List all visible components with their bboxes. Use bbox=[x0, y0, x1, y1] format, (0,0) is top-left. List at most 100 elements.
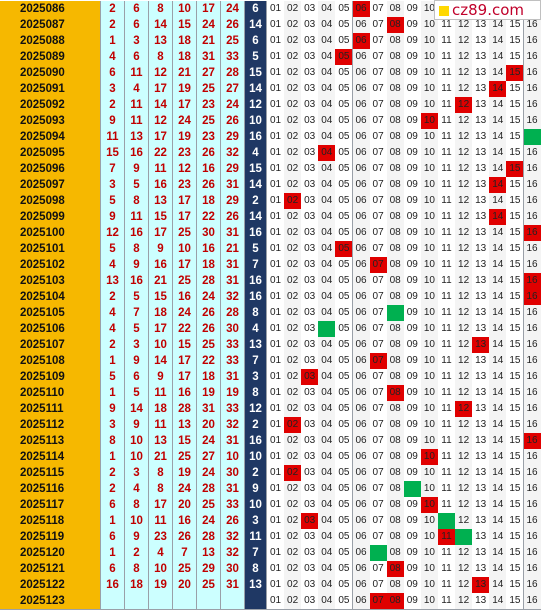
site-logo-text: cz89.com bbox=[452, 1, 524, 19]
blue-distribution-cell: 09 bbox=[404, 465, 422, 482]
blue-distribution-cell: 01 bbox=[267, 289, 285, 306]
issue-number: 2025108 bbox=[0, 353, 101, 370]
blue-distribution-cell: 02 bbox=[284, 385, 302, 402]
blue-distribution-cell: 03 bbox=[301, 481, 319, 498]
blue-distribution-cell: 01 bbox=[267, 577, 285, 594]
red-ball-number: 7 bbox=[101, 161, 125, 178]
blue-distribution-cell: 03 bbox=[301, 337, 319, 354]
issue-number: 2025091 bbox=[0, 81, 101, 98]
blue-distribution-cell: 08 bbox=[387, 81, 405, 98]
blue-distribution-cell: 10 bbox=[421, 353, 439, 370]
blue-distribution-cell: 08 bbox=[387, 209, 405, 226]
blue-distribution-cell: 11 bbox=[438, 97, 456, 114]
blue-distribution-cell: 04 bbox=[318, 561, 336, 578]
blue-distribution-cell: 10 bbox=[421, 225, 439, 242]
blue-distribution-cell: 10 bbox=[421, 65, 439, 82]
red-ball-number: 10 bbox=[149, 561, 173, 578]
issue-number: 2025114 bbox=[0, 449, 101, 466]
blue-distribution-cell: 15 bbox=[506, 369, 524, 386]
blue-ball-number: 14 bbox=[245, 177, 267, 194]
blue-distribution-cell: 07 bbox=[370, 257, 388, 274]
red-ball-number: 6 bbox=[125, 1, 149, 18]
blue-distribution-cell: 02 bbox=[284, 177, 302, 194]
blue-distribution-cell: 13 bbox=[472, 65, 490, 82]
red-ball-number: 1 bbox=[101, 353, 125, 370]
blue-distribution-cell: 14 bbox=[489, 497, 507, 514]
red-ball-number: 31 bbox=[197, 401, 221, 418]
blue-distribution-cell: 11 bbox=[438, 353, 456, 370]
red-ball-number: 1 bbox=[101, 513, 125, 530]
blue-distribution-cell: 15 bbox=[506, 513, 524, 530]
blue-distribution-cell: 03 bbox=[301, 209, 319, 226]
blue-distribution-cell: 06 bbox=[353, 113, 371, 130]
red-ball-number: 16 bbox=[149, 177, 173, 194]
red-ball-number: 2 bbox=[101, 1, 125, 18]
blue-distribution-cell: 13 bbox=[472, 257, 490, 274]
red-ball-number: 7 bbox=[125, 305, 149, 322]
blue-distribution-cell: 13 bbox=[472, 433, 490, 450]
red-ball-number: 18 bbox=[149, 305, 173, 322]
blue-distribution-cell: 05 bbox=[335, 385, 353, 402]
blue-distribution-cell: 09 bbox=[404, 337, 422, 354]
red-ball-number: 3 bbox=[101, 81, 125, 98]
red-ball-number: 8 bbox=[101, 433, 125, 450]
blue-distribution-cell: 11 bbox=[438, 465, 456, 482]
blue-distribution-cell: 01 bbox=[267, 145, 285, 162]
blue-distribution-cell: 13 bbox=[472, 161, 490, 178]
blue-distribution-cell: 10 bbox=[421, 465, 439, 482]
blue-distribution-cell: 09 bbox=[404, 49, 422, 66]
blue-distribution-cell: 16 bbox=[524, 465, 541, 482]
blue-distribution-cell: 01 bbox=[267, 497, 285, 514]
blue-distribution-cell: 06 bbox=[353, 401, 371, 418]
blue-distribution-cell: 02 bbox=[284, 17, 302, 34]
blue-distribution-cell: 05 bbox=[335, 17, 353, 34]
blue-distribution-cell: 02 bbox=[284, 129, 302, 146]
red-ball-number: 10 bbox=[173, 1, 197, 18]
blue-distribution-cell: 09 bbox=[404, 449, 422, 466]
blue-distribution-cell: 05 bbox=[335, 129, 353, 146]
red-ball-number: 13 bbox=[149, 193, 173, 210]
blue-distribution-cell: 01 bbox=[267, 81, 285, 98]
blue-distribution-cell: 10 bbox=[421, 513, 439, 530]
blue-distribution-cell: 04 bbox=[318, 129, 336, 146]
blue-distribution-cell: 15 bbox=[506, 545, 524, 562]
red-ball-number: 8 bbox=[125, 497, 149, 514]
red-ball-number: 27 bbox=[221, 81, 245, 98]
blue-distribution-cell: 09 bbox=[404, 529, 422, 546]
blue-distribution-cell: 03 bbox=[301, 305, 319, 322]
red-ball-number: 17 bbox=[197, 1, 221, 18]
red-ball-number: 8 bbox=[149, 1, 173, 18]
red-ball-number: 10 bbox=[221, 449, 245, 466]
site-logo[interactable]: cz89.com bbox=[434, 0, 541, 20]
blue-distribution-cell: 09 bbox=[404, 1, 422, 18]
blue-distribution-cell: 13 bbox=[472, 465, 490, 482]
issue-number: 2025111 bbox=[0, 401, 101, 418]
blue-ball-number: 14 bbox=[245, 209, 267, 226]
red-ball-number: 6 bbox=[101, 65, 125, 82]
blue-distribution-cell: 03 bbox=[301, 49, 319, 66]
blue-distribution-cell: 09 bbox=[404, 225, 422, 242]
blue-distribution-cell: 04 bbox=[318, 353, 336, 370]
red-ball-number: 17 bbox=[149, 81, 173, 98]
issue-number: 2025118 bbox=[0, 513, 101, 530]
blue-distribution-cell: 07 bbox=[370, 17, 388, 34]
blue-distribution-cell: 01 bbox=[267, 465, 285, 482]
blue-distribution-cell: 09 bbox=[404, 145, 422, 162]
blue-distribution-cell: 06 bbox=[353, 33, 371, 50]
blue-distribution-cell: 01 bbox=[267, 593, 285, 610]
blue-distribution-cell: 15 bbox=[506, 225, 524, 242]
logo-square-icon bbox=[439, 6, 449, 16]
blue-distribution-cell: 16 bbox=[524, 385, 541, 402]
blue-ball-number: 16 bbox=[245, 289, 267, 306]
red-ball-number: 25 bbox=[173, 273, 197, 290]
blue-distribution-cell: 10 bbox=[421, 417, 439, 434]
issue-number: 2025115 bbox=[0, 465, 101, 482]
blue-distribution-cell: 14 bbox=[489, 113, 507, 130]
blue-distribution-cell: 05 bbox=[335, 177, 353, 194]
blue-distribution-cell: 02 bbox=[284, 529, 302, 546]
blue-distribution-cell: 05 bbox=[335, 97, 353, 114]
blue-distribution-cell: 12 bbox=[455, 593, 473, 610]
blue-ball-number: 12 bbox=[245, 401, 267, 418]
blue-distribution-cell: 04 bbox=[318, 65, 336, 82]
